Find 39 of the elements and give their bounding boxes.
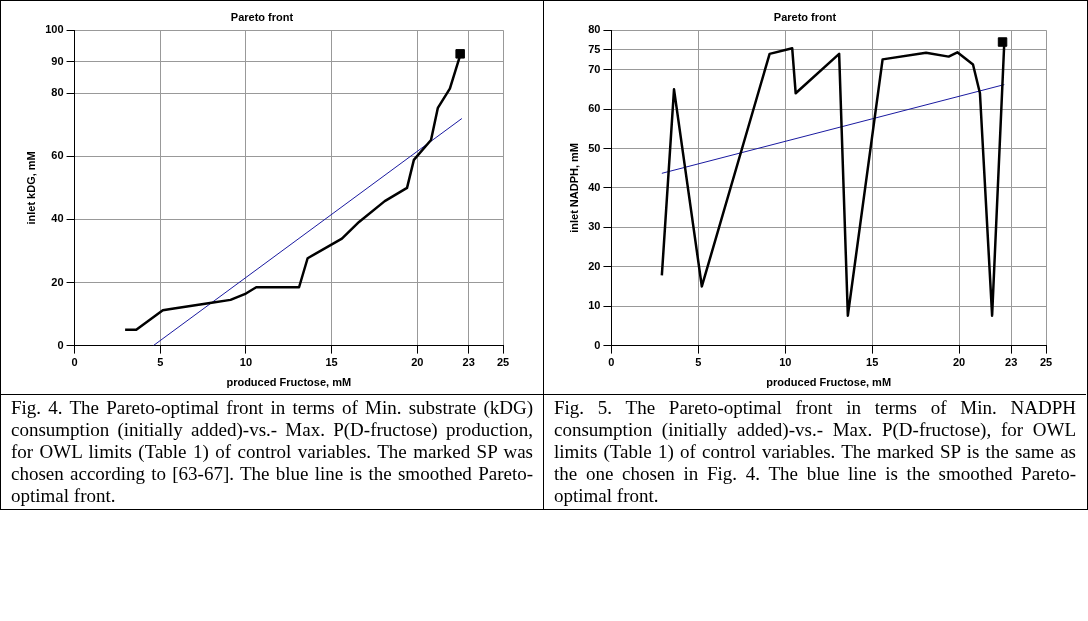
chart-title: Pareto front xyxy=(230,10,294,23)
x-tick-label: 23 xyxy=(1005,356,1018,369)
x-tick-label: 23 xyxy=(462,356,475,369)
y-tick-label: 60 xyxy=(588,102,601,115)
y-tick-label: 90 xyxy=(51,54,64,67)
x-tick-label: 5 xyxy=(695,356,702,369)
x-tick-label: 0 xyxy=(71,356,78,369)
y-tick-label: 40 xyxy=(51,212,64,225)
x-tick-label: 15 xyxy=(325,356,338,369)
y-tick-label: 80 xyxy=(51,86,64,99)
y-tick-label: 0 xyxy=(57,338,64,351)
y-tick-label: 75 xyxy=(588,42,601,55)
x-tick-label: 15 xyxy=(866,356,879,369)
x-tick-label: 20 xyxy=(411,356,424,369)
y-tick-label: 50 xyxy=(588,141,601,154)
x-tick-label: 0 xyxy=(608,356,615,369)
y-axis-title: inlet kDG, mM xyxy=(24,151,37,225)
x-axis-title: produced Fructose, mM xyxy=(226,376,352,389)
y-axis-title: inlet NADPH, mM xyxy=(567,142,580,233)
x-tick-label: 5 xyxy=(157,356,164,369)
x-tick-label: 10 xyxy=(239,356,253,369)
y-tick-label: 30 xyxy=(588,220,601,233)
caption: Fig. 5. The Pareto-optimal front in terms of Min. NADPH consumption (initially added)-vs.- Max. P(D-fructose), for OWL limits (Table 1) of control variables. The marked SP is the same as the one chosen in Fig. 4. The blue line is the smoothed Pareto-optimal front. xyxy=(544,394,1086,509)
y-tick-label: 10 xyxy=(588,299,601,312)
x-tick-label: 25 xyxy=(1039,356,1053,369)
y-tick-label: 0 xyxy=(594,338,601,351)
x-tick-label: 10 xyxy=(779,356,792,369)
y-tick-label: 60 xyxy=(51,149,64,162)
y-tick-label: 20 xyxy=(51,275,64,288)
x-tick-label: 25 xyxy=(496,356,510,369)
y-tick-label: 100 xyxy=(45,23,64,36)
x-tick-label: 20 xyxy=(952,356,966,369)
chart-title: Pareto front xyxy=(773,10,837,23)
y-tick-label: 70 xyxy=(588,62,601,75)
y-tick-label: 40 xyxy=(588,180,601,193)
x-axis-title: produced Fructose, mM xyxy=(766,376,892,389)
y-tick-label: 20 xyxy=(588,259,601,272)
y-tick-label: 80 xyxy=(588,23,601,36)
caption: Fig. 4. The Pareto-optimal front in terms of Min. substrate (kDG) consumption (initially added)-vs.- Max. P(D-fructose) production, for OWL limits (Table 1) of control variables. The marked SP was chosen according to [63-67]. The blue line is the smoothed Pareto-optimal front. xyxy=(1,394,543,509)
